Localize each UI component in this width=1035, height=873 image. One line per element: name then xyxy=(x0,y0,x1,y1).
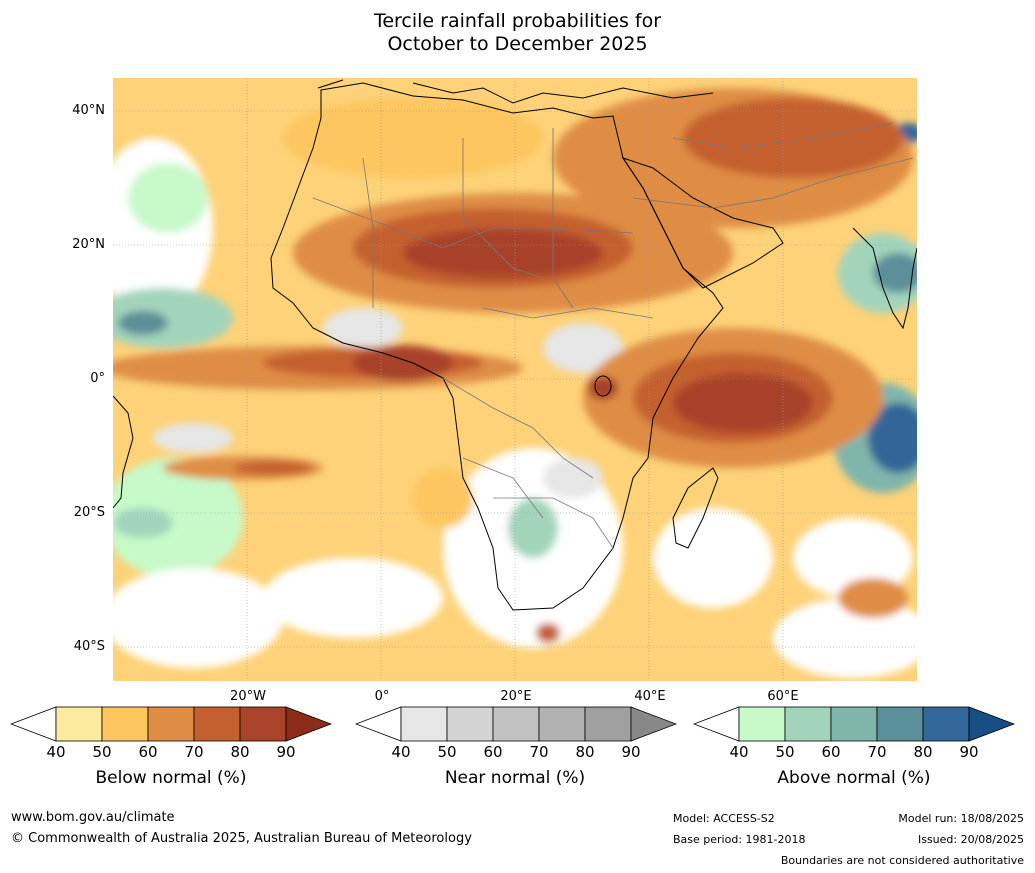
above-colorbar-bin-1 xyxy=(738,706,786,742)
above-normal-colorbar xyxy=(693,706,1015,742)
above-colorbar-low-extend xyxy=(693,706,740,742)
near-colorbar-bin-2 xyxy=(446,706,494,742)
issued-date: Issued: 20/08/2025 xyxy=(917,833,1024,846)
lat-label-20n: 20°N xyxy=(72,237,105,252)
lon-label-60e: 60°E xyxy=(767,689,799,704)
near-colorbar-bin-3 xyxy=(492,706,540,742)
above-normal-title: Above normal (%) xyxy=(777,768,931,788)
near-colorbar-tick: 50 xyxy=(437,743,457,761)
lat-label-40n: 40°N xyxy=(72,103,105,118)
above-colorbar-tick: 90 xyxy=(959,743,979,761)
africa-coastline xyxy=(270,82,724,611)
below-colorbar-tick: 60 xyxy=(138,743,158,761)
below-colorbar-bin-2 xyxy=(101,706,149,742)
country-borders xyxy=(312,122,914,549)
below-colorbar-high-extend xyxy=(285,706,332,742)
near-normal-colorbar xyxy=(355,706,677,742)
above-colorbar-bin-2 xyxy=(784,706,832,742)
lon-label-20w: 20°W xyxy=(230,689,266,704)
above-colorbar-high-extend xyxy=(968,706,1015,742)
title-line-1: Tercile rainfall probabilities for xyxy=(373,10,662,32)
europe-coastline xyxy=(317,79,714,104)
arabia-coastline xyxy=(621,157,784,289)
graticule xyxy=(113,78,917,681)
near-colorbar-tick: 60 xyxy=(483,743,503,761)
copyright-notice: © Commonwealth of Australia 2025, Austra… xyxy=(11,831,472,846)
lon-label-20e: 20°E xyxy=(500,689,532,704)
below-colorbar-tick: 70 xyxy=(184,743,204,761)
model-run-date: Model run: 18/08/2025 xyxy=(898,812,1024,825)
above-colorbar-tick: 60 xyxy=(821,743,841,761)
below-normal-title: Below normal (%) xyxy=(95,768,247,788)
coastlines xyxy=(113,79,917,611)
near-normal-title: Near normal (%) xyxy=(444,768,586,788)
below-colorbar-tick: 90 xyxy=(276,743,296,761)
above-colorbar-bin-3 xyxy=(830,706,878,742)
below-colorbar-tick: 80 xyxy=(230,743,250,761)
above-colorbar-tick: 50 xyxy=(775,743,795,761)
near-colorbar-tick: 90 xyxy=(621,743,641,761)
below-colorbar-low-extend xyxy=(10,706,57,742)
boundaries-disclaimer: Boundaries are not considered authoritat… xyxy=(780,854,1024,867)
near-colorbar-bin-4 xyxy=(538,706,586,742)
near-colorbar-bin-1 xyxy=(400,706,448,742)
below-colorbar-tick: 40 xyxy=(46,743,66,761)
near-colorbar-tick: 80 xyxy=(575,743,595,761)
above-colorbar-bin-5 xyxy=(922,706,970,742)
rainfall-probability-map xyxy=(113,78,917,681)
above-colorbar-tick: 40 xyxy=(729,743,749,761)
near-colorbar-low-extend xyxy=(355,706,402,742)
map-title: Tercile rainfall probabilities for Octob… xyxy=(0,10,1035,56)
madagascar-coastline xyxy=(672,467,719,549)
near-colorbar-tick: 70 xyxy=(529,743,549,761)
lat-label-20s: 20°S xyxy=(73,505,105,520)
title-line-2: October to December 2025 xyxy=(387,33,648,55)
near-colorbar-bin-5 xyxy=(584,706,632,742)
model-name: Model: ACCESS-S2 xyxy=(673,812,775,825)
website-link[interactable]: www.bom.gov.au/climate xyxy=(11,810,175,825)
below-colorbar-bin-5 xyxy=(239,706,287,742)
india-coastline xyxy=(852,227,917,330)
lon-label-40e: 40°E xyxy=(634,689,666,704)
lat-label-40s: 40°S xyxy=(73,639,105,654)
above-colorbar-tick: 70 xyxy=(867,743,887,761)
below-colorbar-bin-4 xyxy=(193,706,241,742)
lat-label-0: 0° xyxy=(90,371,105,386)
above-colorbar-tick: 80 xyxy=(913,743,933,761)
base-period: Base period: 1981-2018 xyxy=(673,833,806,846)
south-america-coastline xyxy=(113,395,134,509)
below-colorbar-tick: 50 xyxy=(92,743,112,761)
below-colorbar-bin-1 xyxy=(55,706,103,742)
near-colorbar-tick: 40 xyxy=(391,743,411,761)
near-colorbar-high-extend xyxy=(630,706,677,742)
below-colorbar-bin-3 xyxy=(147,706,195,742)
above-colorbar-bin-4 xyxy=(876,706,924,742)
below-normal-colorbar xyxy=(10,706,332,742)
map-canvas xyxy=(113,78,917,681)
lon-label-0: 0° xyxy=(374,689,390,704)
